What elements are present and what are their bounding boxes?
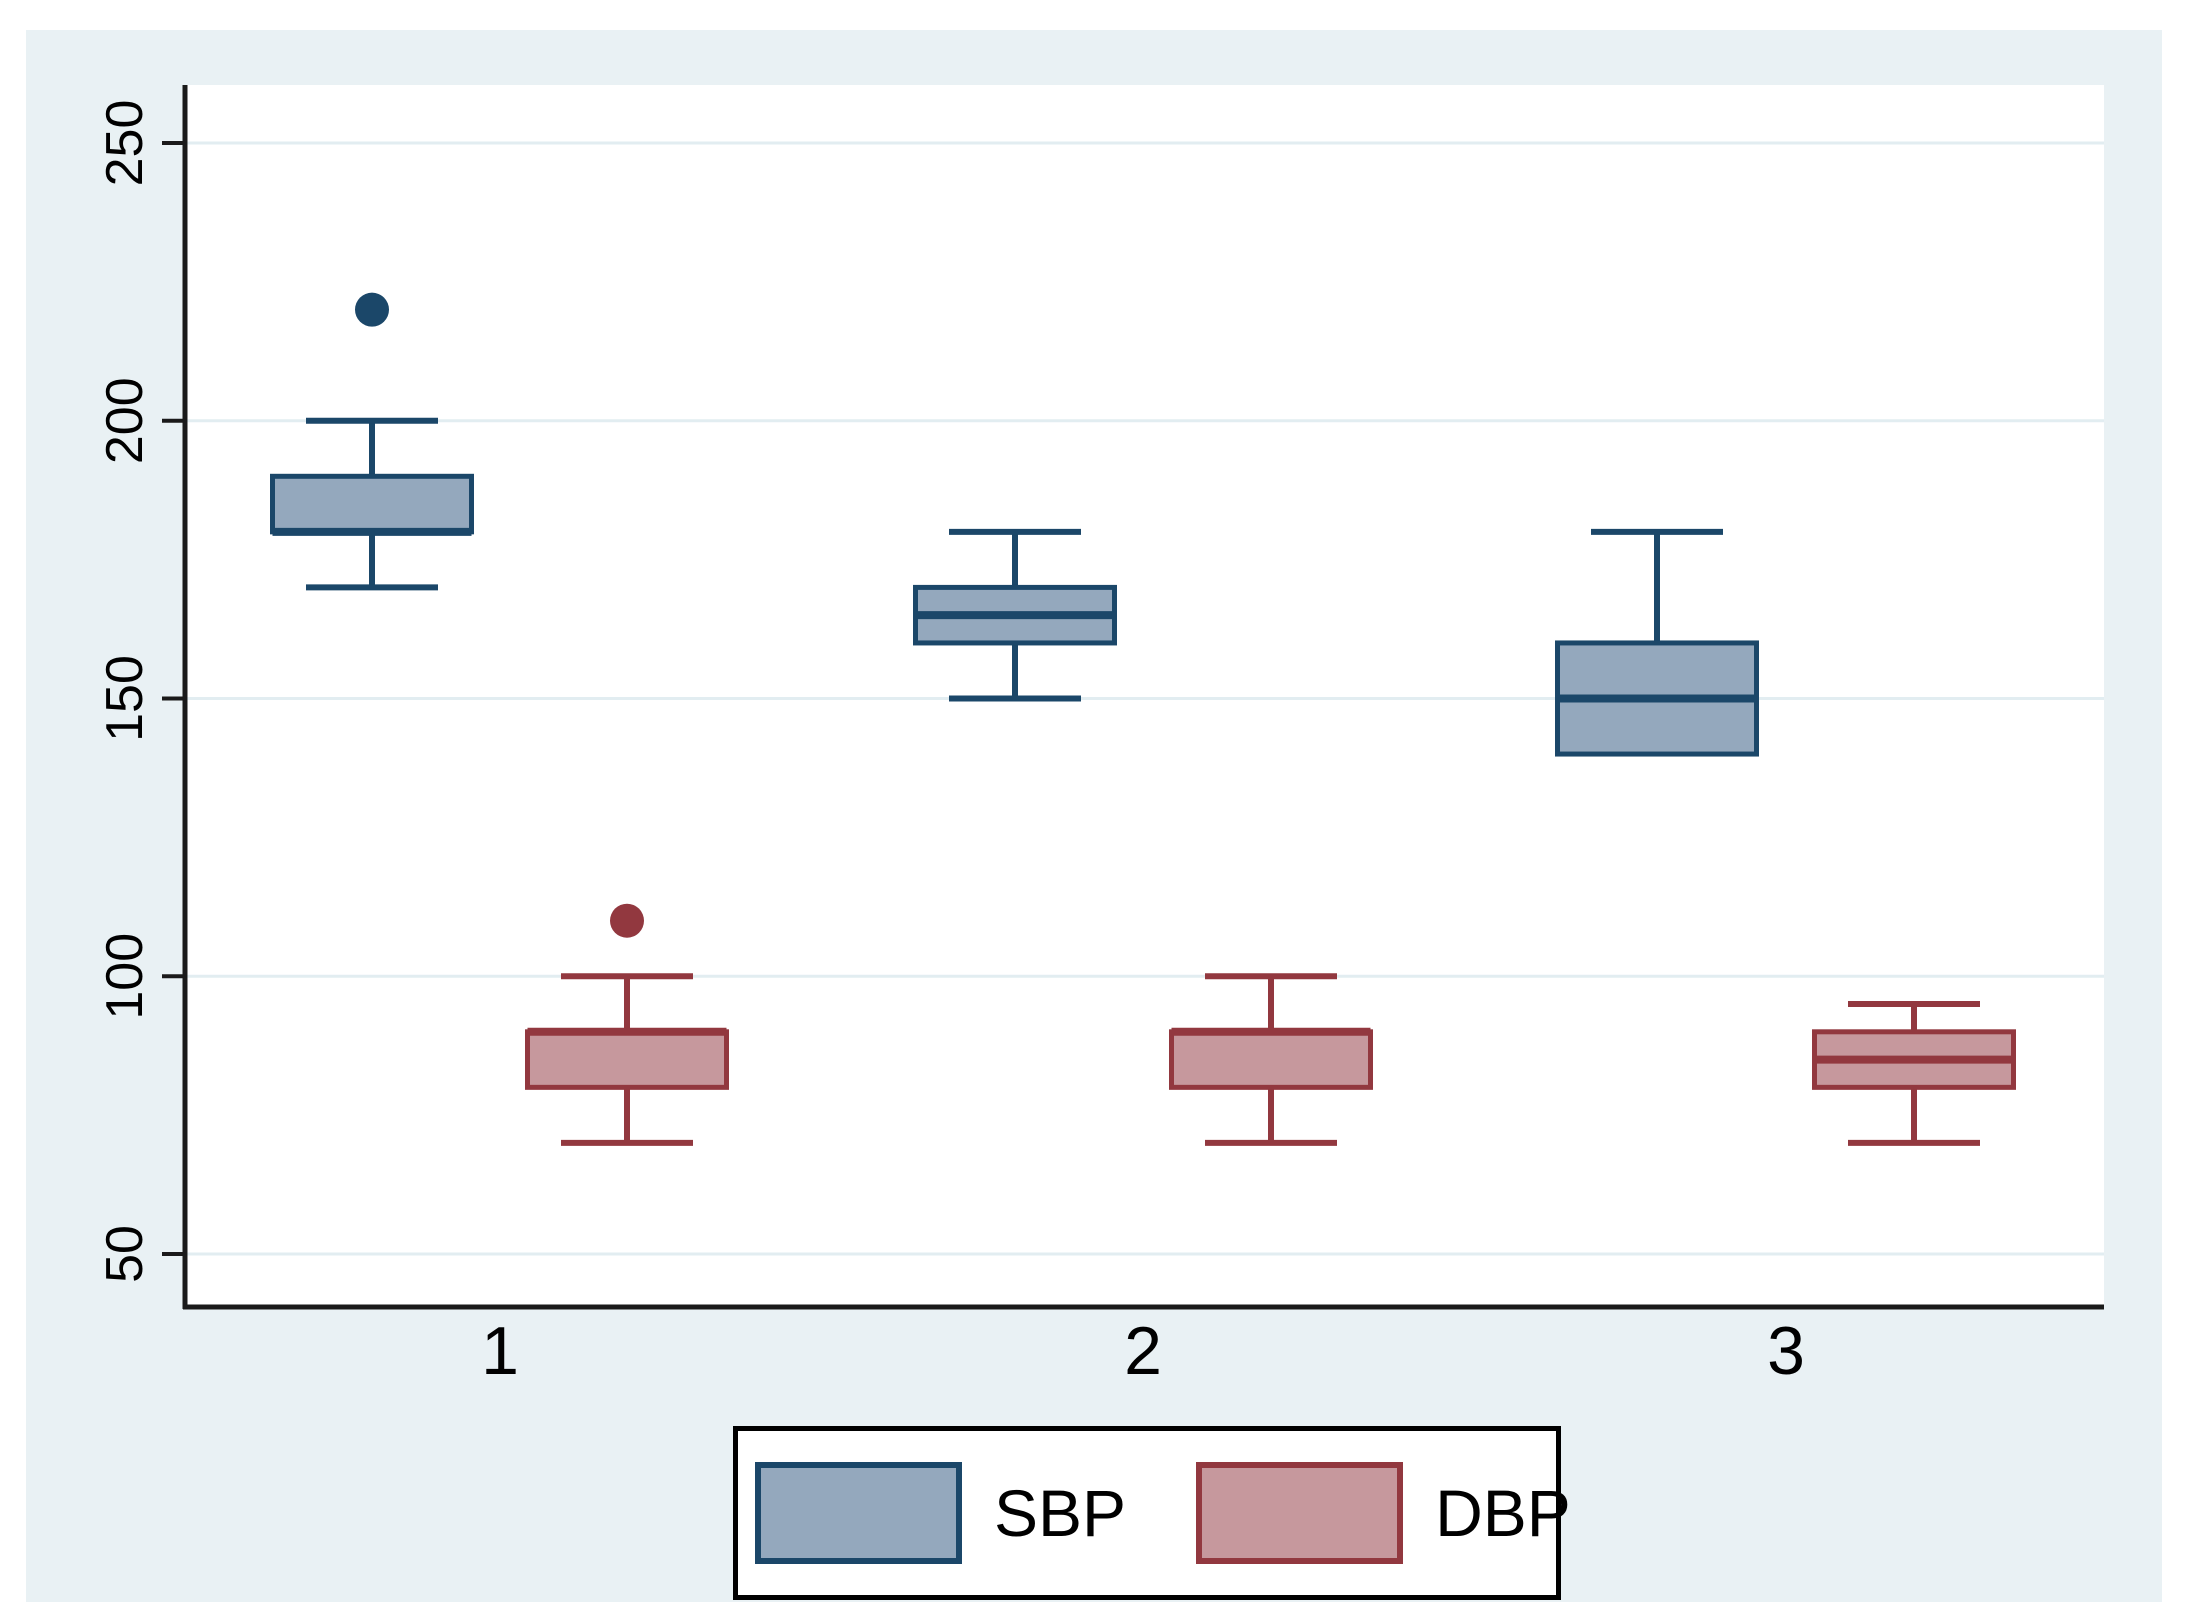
legend-label-dbp: DBP (1435, 1476, 1571, 1550)
legend-box: SBP DBP (733, 1426, 1571, 1600)
legend-swatch-sbp (755, 1462, 962, 1564)
outlier-dot-sbp-1-220 (355, 292, 389, 327)
box-dbp-2 (1169, 1029, 1373, 1090)
x-category-label-2: 2 (1124, 1313, 1162, 1389)
y-tick-label-100: 100 (96, 933, 154, 1020)
x-category-label-3: 3 (1767, 1313, 1805, 1389)
box-dbp-1 (525, 1029, 729, 1090)
y-tick-label-150: 150 (96, 655, 154, 742)
box-sbp-1 (270, 473, 474, 535)
legend-swatch-dbp (1196, 1462, 1404, 1564)
y-tick-label-200: 200 (96, 377, 154, 464)
legend-label-sbp: SBP (994, 1476, 1127, 1550)
y-tick-label-250: 250 (96, 100, 154, 187)
plot-area (185, 85, 2104, 1307)
x-category-label-1: 1 (481, 1313, 519, 1389)
y-tick-label-50: 50 (96, 1225, 154, 1283)
outlier-dot-dbp-1-110 (610, 903, 644, 938)
